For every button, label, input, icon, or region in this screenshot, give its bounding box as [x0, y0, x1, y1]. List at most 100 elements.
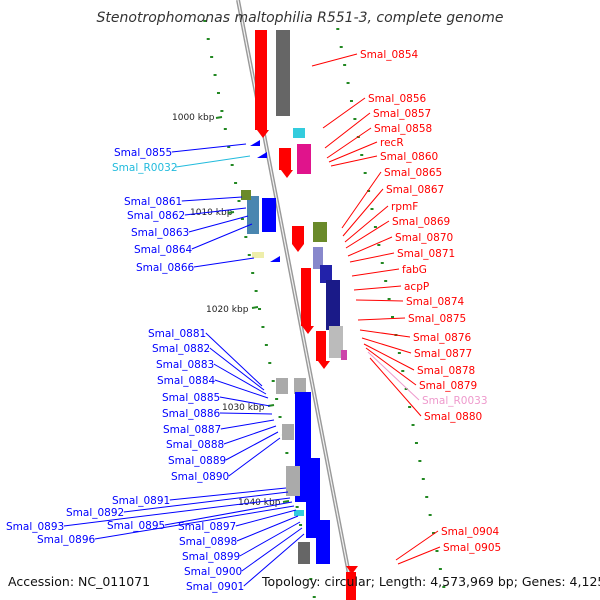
gene-label-right: Smal_R0033 — [422, 395, 488, 407]
scale-dot — [227, 146, 231, 148]
gene-forward-arrow — [281, 170, 293, 178]
leader-line — [235, 509, 297, 527]
scale-dot — [299, 524, 303, 526]
leader-line — [367, 351, 420, 401]
gene-label-left: Smal_0901 — [186, 581, 244, 593]
gene-label-left: Smal_0855 — [114, 147, 172, 159]
leader-line — [330, 155, 378, 167]
leader-line — [344, 205, 389, 243]
leader-line — [236, 515, 299, 542]
leader-line — [184, 207, 247, 216]
scale-dot — [278, 416, 282, 418]
scale-dot — [397, 352, 401, 354]
scale-dot — [391, 316, 395, 318]
leader-line — [239, 521, 301, 557]
gene-label-left: Smal_0890 — [171, 471, 229, 483]
leader-line — [361, 337, 412, 354]
gene-label-right: Smal_0874 — [406, 296, 465, 308]
leader-line — [175, 155, 251, 168]
gene-forward — [297, 144, 311, 174]
leader-line — [351, 268, 400, 277]
gene-label-right: fabG — [402, 264, 427, 276]
leader-line — [342, 188, 384, 237]
gene-label-right: Smal_0860 — [380, 151, 438, 163]
gene-reverse-arrow — [270, 256, 280, 262]
gene-label-right: Smal_0880 — [424, 411, 482, 423]
scale-dot — [353, 118, 357, 120]
gene-label-right: Smal_0879 — [419, 380, 477, 392]
gene-label-right: Smal_0857 — [373, 108, 431, 120]
gene-forward — [316, 331, 326, 361]
gene-label-left: Smal_0861 — [124, 196, 182, 208]
leader-line — [214, 379, 269, 399]
gene-label-left: Smal_0900 — [184, 566, 242, 578]
gene-forward — [301, 268, 311, 326]
scale-dot — [336, 28, 340, 30]
gene-label-left: Smal_0897 — [178, 521, 236, 533]
leader-line — [369, 357, 422, 417]
scale-dot — [210, 56, 214, 58]
scale-dot — [377, 244, 381, 246]
scale-dot — [295, 506, 299, 508]
gene-label-right: Smal_0904 — [441, 526, 500, 538]
gene-forward — [313, 247, 323, 269]
gene-label-left: Smal_0885 — [162, 392, 220, 404]
scale-dot — [380, 262, 384, 264]
gene-label-left: Smal_0883 — [156, 359, 214, 371]
gene-reverse — [286, 466, 300, 496]
gene-reverse — [276, 378, 288, 394]
gene-label-left: Smal_0892 — [66, 507, 124, 519]
leader-line — [395, 530, 439, 561]
leader-line — [181, 196, 243, 202]
scale-dot — [237, 200, 241, 202]
leader-line — [322, 97, 366, 129]
gene-forward-arrow — [257, 130, 269, 138]
scale-dot — [261, 326, 265, 328]
scale-dot — [206, 38, 210, 40]
gene-forward — [292, 226, 304, 244]
leader-line — [164, 501, 293, 526]
leader-line — [363, 343, 415, 371]
scale-dot — [223, 128, 227, 130]
scale-dot — [367, 190, 371, 192]
scale-dot — [271, 380, 275, 382]
gene-label-right: Smal_0854 — [360, 49, 419, 61]
leader-line — [349, 252, 395, 263]
gene-forward — [293, 128, 305, 138]
gene-forward-arrow — [346, 566, 358, 574]
scale-dot — [411, 424, 415, 426]
leader-line — [353, 285, 402, 291]
gene-forward — [255, 30, 267, 130]
scale-dot — [404, 388, 408, 390]
gene-forward — [346, 572, 356, 600]
leader-line — [311, 53, 358, 67]
map-title: Stenotrophomonas maltophilia R551-3, com… — [97, 10, 504, 26]
gene-label-left: Smal_0895 — [107, 520, 165, 532]
scale-label: 1000 kbp — [172, 113, 215, 123]
scale-dot — [425, 496, 429, 498]
gene-label-left: Smal_0899 — [182, 551, 240, 563]
scale-dot — [309, 578, 313, 580]
gene-label-right: Smal_0870 — [395, 232, 453, 244]
leader-line — [193, 257, 255, 268]
scale-dot — [275, 398, 279, 400]
scale-dot — [268, 362, 272, 364]
leader-line — [169, 487, 287, 501]
scale-dot — [363, 172, 367, 174]
scale-dot — [346, 82, 350, 84]
leader-line — [225, 431, 279, 461]
scale-dot — [384, 280, 388, 282]
scale-dot — [373, 226, 377, 228]
gene-label-left: Smal_0896 — [37, 534, 96, 546]
scale-tick — [282, 500, 290, 503]
gene-label-right: Smal_0876 — [413, 332, 472, 344]
gene-reverse — [282, 424, 294, 440]
leader-line — [94, 505, 295, 540]
scale-dot — [343, 64, 347, 66]
scale-dot — [418, 460, 422, 462]
scale-dot — [251, 272, 255, 274]
scale-dot — [213, 74, 217, 76]
leader-line — [191, 223, 253, 250]
gene-label-right: Smal_0905 — [443, 542, 501, 554]
